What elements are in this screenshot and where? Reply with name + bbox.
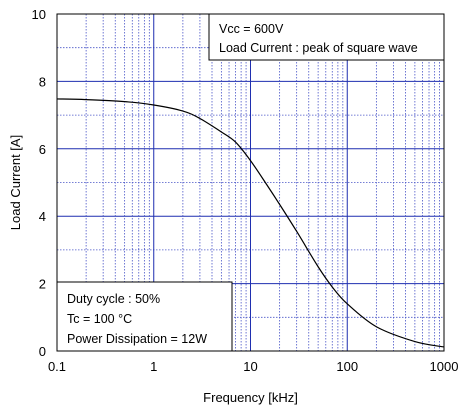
conditions-box-top-frame <box>208 13 445 61</box>
load-current-condition: Load Current : peak of square wave <box>219 41 418 55</box>
y-tick-label: 4 <box>39 209 46 224</box>
x-tick-label: 1000 <box>430 359 459 374</box>
y-axis-title: Load Current [A] <box>8 135 23 230</box>
x-axis-title: Frequency [kHz] <box>203 390 298 405</box>
x-tick-label: 1 <box>150 359 157 374</box>
x-tick-label: 100 <box>336 359 358 374</box>
y-tick-labels: 0 2 4 6 8 10 <box>32 7 46 359</box>
x-tick-label: 10 <box>243 359 257 374</box>
conditions-box-top: Vcc = 600V Load Current : peak of square… <box>208 13 445 61</box>
vcc-condition: Vcc = 600V <box>219 22 284 36</box>
y-tick-label: 8 <box>39 74 46 89</box>
x-tick-label: 0.1 <box>48 359 66 374</box>
duty-cycle-condition: Duty cycle : 50% <box>67 292 160 306</box>
load-current-curve <box>56 98 445 348</box>
power-dissipation-condition: Power Dissipation = 12W <box>67 332 207 346</box>
case-temperature-condition: Tc = 100 °C <box>67 312 132 326</box>
y-tick-label: 10 <box>32 7 46 22</box>
curve-layer <box>56 98 445 348</box>
conditions-box-bottom-frame <box>56 281 233 352</box>
y-tick-label: 2 <box>39 277 46 292</box>
y-tick-label: 6 <box>39 142 46 157</box>
conditions-box-bottom: Duty cycle : 50% Tc = 100 °C Power Dissi… <box>56 281 233 352</box>
y-tick-label: 0 <box>39 344 46 359</box>
x-tick-labels: 0.1 1 10 100 1000 <box>48 359 459 374</box>
